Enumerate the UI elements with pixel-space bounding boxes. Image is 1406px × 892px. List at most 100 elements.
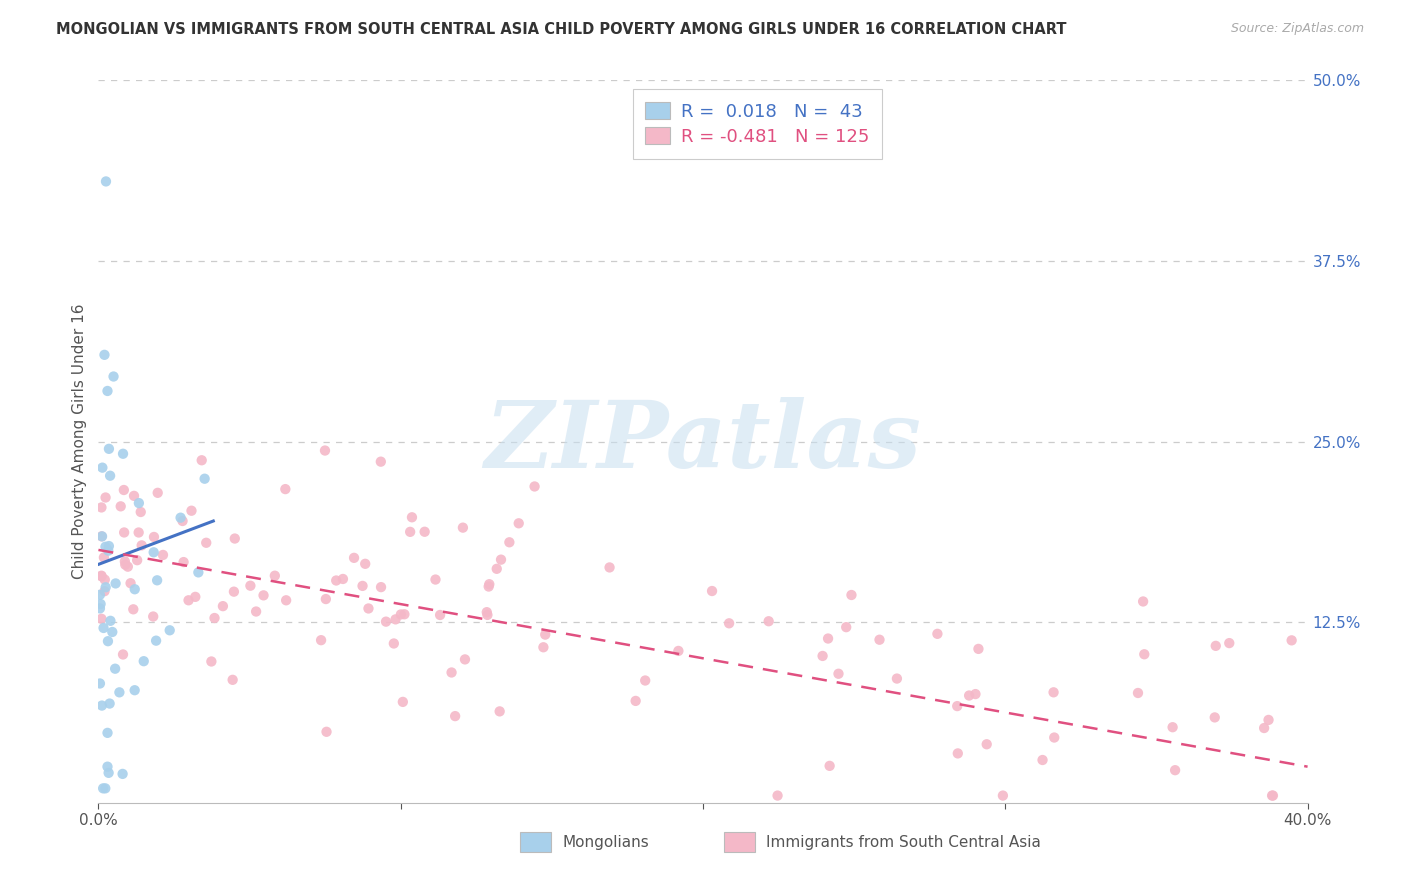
Point (1031, 753, 1053, 767)
Point (352, 579, 374, 593)
Point (413, 524, 436, 539)
Point (531, 640, 554, 655)
Point (128, 525, 150, 540)
Point (811, 648, 834, 663)
Point (184, 590, 207, 604)
Point (142, 545, 165, 559)
Point (104, 576, 127, 591)
Point (477, 607, 499, 622)
Point (111, 648, 134, 662)
Point (700, 584, 723, 599)
Point (96, 384, 118, 398)
Point (758, 614, 780, 628)
Point (90, 612, 112, 626)
Point (187, 566, 209, 580)
Point (425, 573, 447, 587)
Point (276, 593, 298, 607)
Point (132, 654, 155, 668)
Point (112, 447, 135, 461)
Point (314, 443, 336, 458)
Point (370, 455, 392, 469)
Point (1043, 731, 1066, 745)
Point (489, 552, 512, 566)
Point (122, 602, 145, 616)
Point (120, 576, 142, 591)
Point (97, 442, 120, 456)
Point (124, 582, 146, 597)
Text: MONGOLIAN VS IMMIGRANTS FROM SOUTH CENTRAL ASIA CHILD POVERTY AMONG GIRLS UNDER : MONGOLIAN VS IMMIGRANTS FROM SOUTH CENTR… (56, 22, 1067, 37)
Point (401, 510, 423, 524)
Point (100, 614, 122, 628)
Point (976, 737, 998, 751)
Point (965, 687, 987, 701)
Point (343, 550, 366, 565)
Y-axis label: Child Poverty Among Girls Under 16: Child Poverty Among Girls Under 16 (72, 304, 87, 579)
Point (263, 568, 285, 582)
Point (488, 705, 510, 719)
Point (1042, 685, 1064, 699)
Point (315, 592, 337, 607)
Point (91, 529, 114, 543)
Point (90, 698, 112, 713)
Point (222, 584, 245, 599)
Text: Mongolians: Mongolians (562, 835, 650, 849)
Point (827, 666, 849, 681)
Point (454, 652, 477, 666)
Point (142, 609, 165, 624)
Point (508, 516, 530, 531)
Point (101, 624, 124, 639)
Point (357, 601, 380, 615)
Text: Source: ZipAtlas.com: Source: ZipAtlas.com (1230, 22, 1364, 36)
Point (1218, 636, 1240, 650)
Point (370, 580, 392, 594)
Point (946, 699, 969, 714)
Point (143, 530, 166, 544)
Text: ZIPatlas: ZIPatlas (485, 397, 921, 486)
Point (195, 535, 218, 549)
Point (1132, 594, 1154, 608)
Point (90, 500, 112, 515)
Point (98, 697, 121, 711)
Point (315, 724, 337, 739)
Point (1281, 633, 1303, 648)
Point (96, 726, 118, 740)
Point (534, 627, 557, 641)
Point (478, 577, 501, 591)
Point (146, 485, 169, 500)
Point (429, 607, 451, 622)
Point (200, 655, 222, 669)
Point (94, 580, 117, 594)
Point (245, 605, 267, 619)
Point (124, 683, 146, 698)
Point (221, 673, 243, 687)
Point (718, 616, 741, 631)
Point (111, 767, 134, 781)
Point (1161, 720, 1184, 734)
Point (212, 599, 235, 614)
Point (523, 479, 546, 493)
Point (108, 685, 131, 699)
Point (835, 620, 858, 634)
Point (180, 504, 202, 518)
Point (129, 505, 152, 519)
Point (440, 665, 463, 680)
Point (169, 510, 191, 524)
Point (114, 554, 136, 568)
Point (114, 558, 136, 572)
Point (399, 524, 422, 539)
Point (194, 472, 217, 486)
Point (239, 579, 262, 593)
Point (131, 538, 153, 552)
Point (224, 532, 246, 546)
Point (1133, 647, 1156, 661)
Point (392, 695, 415, 709)
Point (110, 500, 132, 514)
Point (94, 573, 117, 587)
Point (668, 644, 690, 658)
Point (485, 562, 508, 576)
Point (93, 621, 115, 635)
Point (91, 781, 114, 796)
Point (89, 601, 111, 615)
Point (1204, 710, 1226, 724)
Point (93, 550, 115, 565)
